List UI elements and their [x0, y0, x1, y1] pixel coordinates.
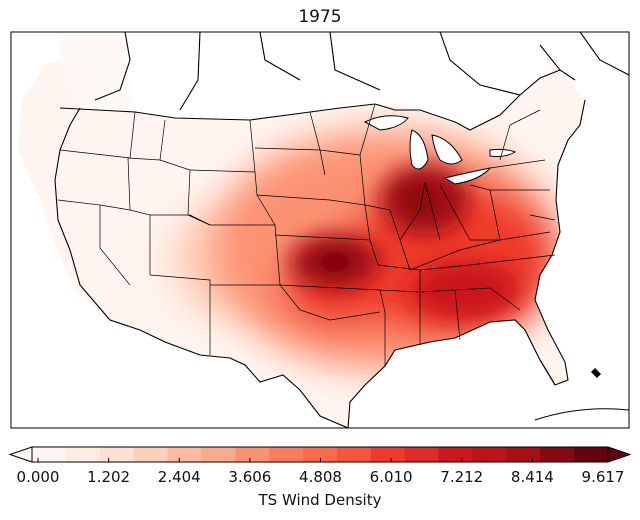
colorbar-tick-label: 8.414 — [510, 468, 554, 486]
colorbar-extend-min — [8, 446, 33, 463]
colorbar-bin — [540, 447, 575, 462]
colorbar-tick-label: 7.212 — [440, 468, 484, 486]
colorbar-bin — [506, 447, 541, 462]
florida-coast — [539, 359, 556, 386]
colorbar-bin — [574, 447, 609, 462]
colorbar-label: TS Wind Density — [258, 491, 382, 509]
colorbar-bin — [303, 447, 338, 462]
colorbar-bin — [133, 447, 169, 462]
map-frame — [10, 31, 630, 429]
colorbar-bin — [472, 447, 507, 462]
colorbar-bin — [404, 447, 440, 462]
colorbar-bin — [370, 447, 406, 462]
island — [591, 368, 601, 378]
colorbar-bin — [235, 447, 270, 462]
colorbar-tick-label: 3.606 — [228, 468, 272, 486]
colorbar-tick-label: 9.617 — [581, 468, 625, 486]
colorbar-tick-label: 0.000 — [16, 468, 60, 486]
state-borders — [57, 103, 556, 366]
colorbar-bin — [336, 447, 372, 462]
colorbar-tick-label: 1.202 — [87, 468, 131, 486]
great-lakes — [363, 115, 517, 185]
colorbar-bin — [65, 447, 101, 462]
colorbar-bin — [201, 447, 236, 462]
colorbar-bin — [438, 447, 473, 462]
colorbar-tick-label: 6.010 — [369, 468, 413, 486]
colorbar — [8, 446, 632, 463]
colorbar-bin — [99, 447, 135, 462]
country-borders — [54, 32, 629, 428]
colorbar-bin — [32, 447, 67, 462]
atlantic-area — [520, 363, 629, 428]
colorbar-extend-max — [607, 446, 632, 463]
colorbar-bin — [269, 447, 304, 462]
colorbar-tick-label: 2.404 — [157, 468, 201, 486]
colorbar-bin — [167, 447, 202, 462]
map-title: 1975 — [298, 7, 342, 27]
colorbar-tick-label: 4.808 — [299, 468, 342, 486]
